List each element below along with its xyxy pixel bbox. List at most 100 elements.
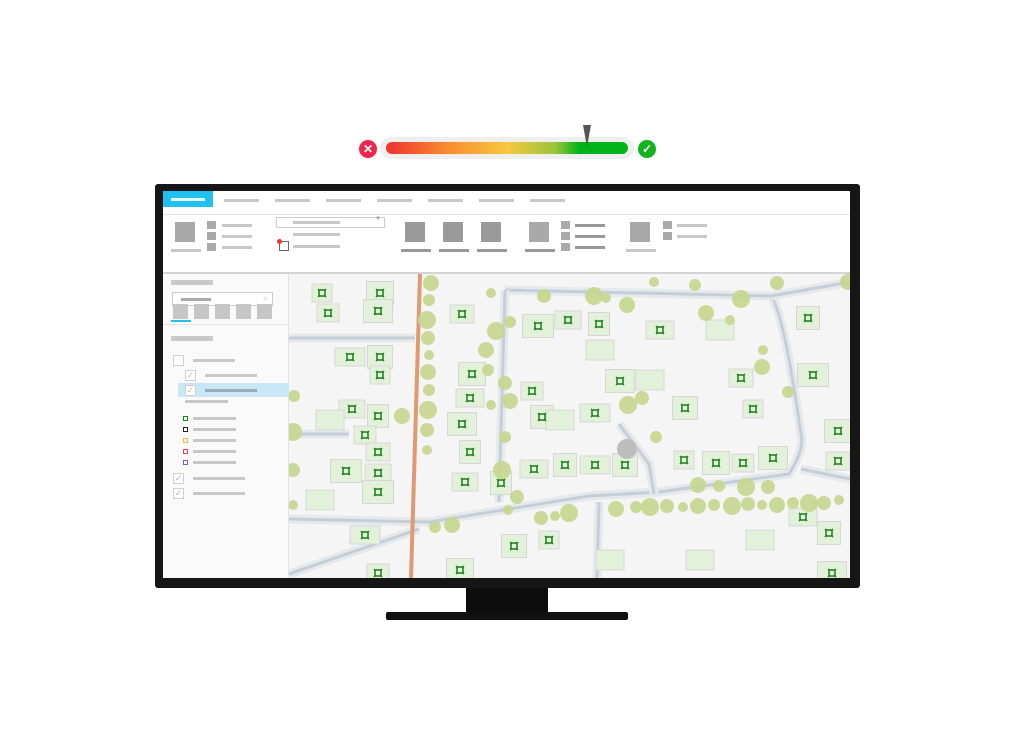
- building: [796, 306, 820, 330]
- layer-dropdown[interactable]: ▼: [276, 216, 385, 228]
- tool-button-small[interactable]: [207, 221, 216, 229]
- map-marker[interactable]: [373, 306, 383, 316]
- tool-button-large[interactable]: [481, 222, 501, 242]
- building: [538, 530, 560, 550]
- map-marker[interactable]: [544, 535, 554, 545]
- tab-active[interactable]: [163, 191, 213, 207]
- layer-label[interactable]: [193, 477, 245, 480]
- map-marker[interactable]: [496, 478, 506, 488]
- tool-button-small[interactable]: [561, 243, 570, 251]
- layer-label[interactable]: [193, 359, 235, 362]
- tab[interactable]: [377, 199, 412, 202]
- layer-label[interactable]: [193, 492, 245, 495]
- map-canvas[interactable]: [284, 273, 850, 578]
- tool-button-small[interactable]: [561, 221, 570, 229]
- legend-label: [193, 439, 236, 442]
- map-marker[interactable]: [827, 568, 837, 578]
- map-marker[interactable]: [680, 403, 690, 413]
- map-marker[interactable]: [373, 447, 383, 457]
- tool-button-large[interactable]: [529, 222, 549, 242]
- map-marker[interactable]: [563, 315, 573, 325]
- map-marker[interactable]: [360, 430, 370, 440]
- map-marker[interactable]: [373, 411, 383, 421]
- map-marker[interactable]: [615, 376, 625, 386]
- tool-button-small[interactable]: [561, 232, 570, 240]
- map-marker[interactable]: [798, 512, 808, 522]
- layer-checkbox[interactable]: ✓: [173, 473, 184, 484]
- tool-button-large[interactable]: [405, 222, 425, 242]
- map-marker[interactable]: [465, 393, 475, 403]
- map-marker[interactable]: [590, 408, 600, 418]
- map-marker[interactable]: [748, 404, 758, 414]
- panel-view-tab[interactable]: [236, 304, 251, 319]
- map-marker[interactable]: [833, 426, 843, 436]
- map-marker[interactable]: [360, 530, 370, 540]
- tab[interactable]: [275, 199, 310, 202]
- map-marker[interactable]: [527, 386, 537, 396]
- zoom-to-selection-icon[interactable]: [277, 239, 289, 251]
- map-marker[interactable]: [533, 321, 543, 331]
- map-marker[interactable]: [373, 487, 383, 497]
- map-marker[interactable]: [373, 568, 383, 578]
- map-marker[interactable]: [529, 464, 539, 474]
- map-marker[interactable]: [833, 456, 843, 466]
- map-svg[interactable]: [284, 273, 850, 578]
- layer-checkbox[interactable]: ✓: [173, 488, 184, 499]
- tool-button-small[interactable]: [207, 243, 216, 251]
- map-marker[interactable]: [455, 565, 465, 575]
- tool-button-large[interactable]: [443, 222, 463, 242]
- building: [369, 365, 391, 385]
- tree: [769, 497, 785, 513]
- map-marker[interactable]: [375, 288, 385, 298]
- map-marker[interactable]: [341, 466, 351, 476]
- map-marker[interactable]: [803, 313, 813, 323]
- map-marker[interactable]: [711, 458, 721, 468]
- map-marker[interactable]: [509, 541, 519, 551]
- tab[interactable]: [479, 199, 514, 202]
- map-marker[interactable]: [347, 404, 357, 414]
- map-marker[interactable]: [824, 528, 834, 538]
- panel-view-tab[interactable]: [215, 304, 230, 319]
- map-marker[interactable]: [317, 288, 327, 298]
- map-marker[interactable]: [373, 468, 383, 478]
- map-marker[interactable]: [594, 319, 604, 329]
- tool-button-small[interactable]: [663, 221, 672, 229]
- map-marker[interactable]: [375, 352, 385, 362]
- map-marker[interactable]: [457, 419, 467, 429]
- panel-view-tab[interactable]: [173, 304, 188, 319]
- map-marker[interactable]: [345, 352, 355, 362]
- tab[interactable]: [428, 199, 463, 202]
- tab[interactable]: [326, 199, 361, 202]
- map-marker[interactable]: [467, 369, 477, 379]
- tool-button-large[interactable]: [630, 222, 650, 242]
- map-marker[interactable]: [768, 453, 778, 463]
- map-marker[interactable]: [808, 370, 818, 380]
- map-marker[interactable]: [590, 460, 600, 470]
- panel-view-tab[interactable]: [257, 304, 272, 319]
- tool-button-small[interactable]: [207, 232, 216, 240]
- layer-label[interactable]: [205, 389, 257, 392]
- tab[interactable]: [224, 199, 259, 202]
- layer-checkbox[interactable]: ✓: [185, 370, 196, 381]
- map-marker[interactable]: [738, 458, 748, 468]
- map-marker[interactable]: [620, 460, 630, 470]
- map-marker[interactable]: [460, 477, 470, 487]
- tree: [493, 461, 511, 479]
- map-marker[interactable]: [679, 455, 689, 465]
- map-marker[interactable]: [655, 325, 665, 335]
- map-marker[interactable]: [736, 373, 746, 383]
- map-marker[interactable]: [560, 460, 570, 470]
- layer-checkbox[interactable]: [173, 355, 184, 366]
- map-marker[interactable]: [323, 308, 333, 318]
- map-marker[interactable]: [465, 447, 475, 457]
- panel-view-tab[interactable]: [194, 304, 209, 319]
- map-marker[interactable]: [537, 412, 547, 422]
- map-marker[interactable]: [457, 309, 467, 319]
- tool-button-large[interactable]: [175, 222, 195, 242]
- layer-label[interactable]: [205, 374, 257, 377]
- layer-checkbox[interactable]: ✓: [185, 385, 196, 396]
- tab[interactable]: [530, 199, 565, 202]
- building: [758, 446, 788, 470]
- map-marker[interactable]: [375, 370, 385, 380]
- tool-button-small[interactable]: [663, 232, 672, 240]
